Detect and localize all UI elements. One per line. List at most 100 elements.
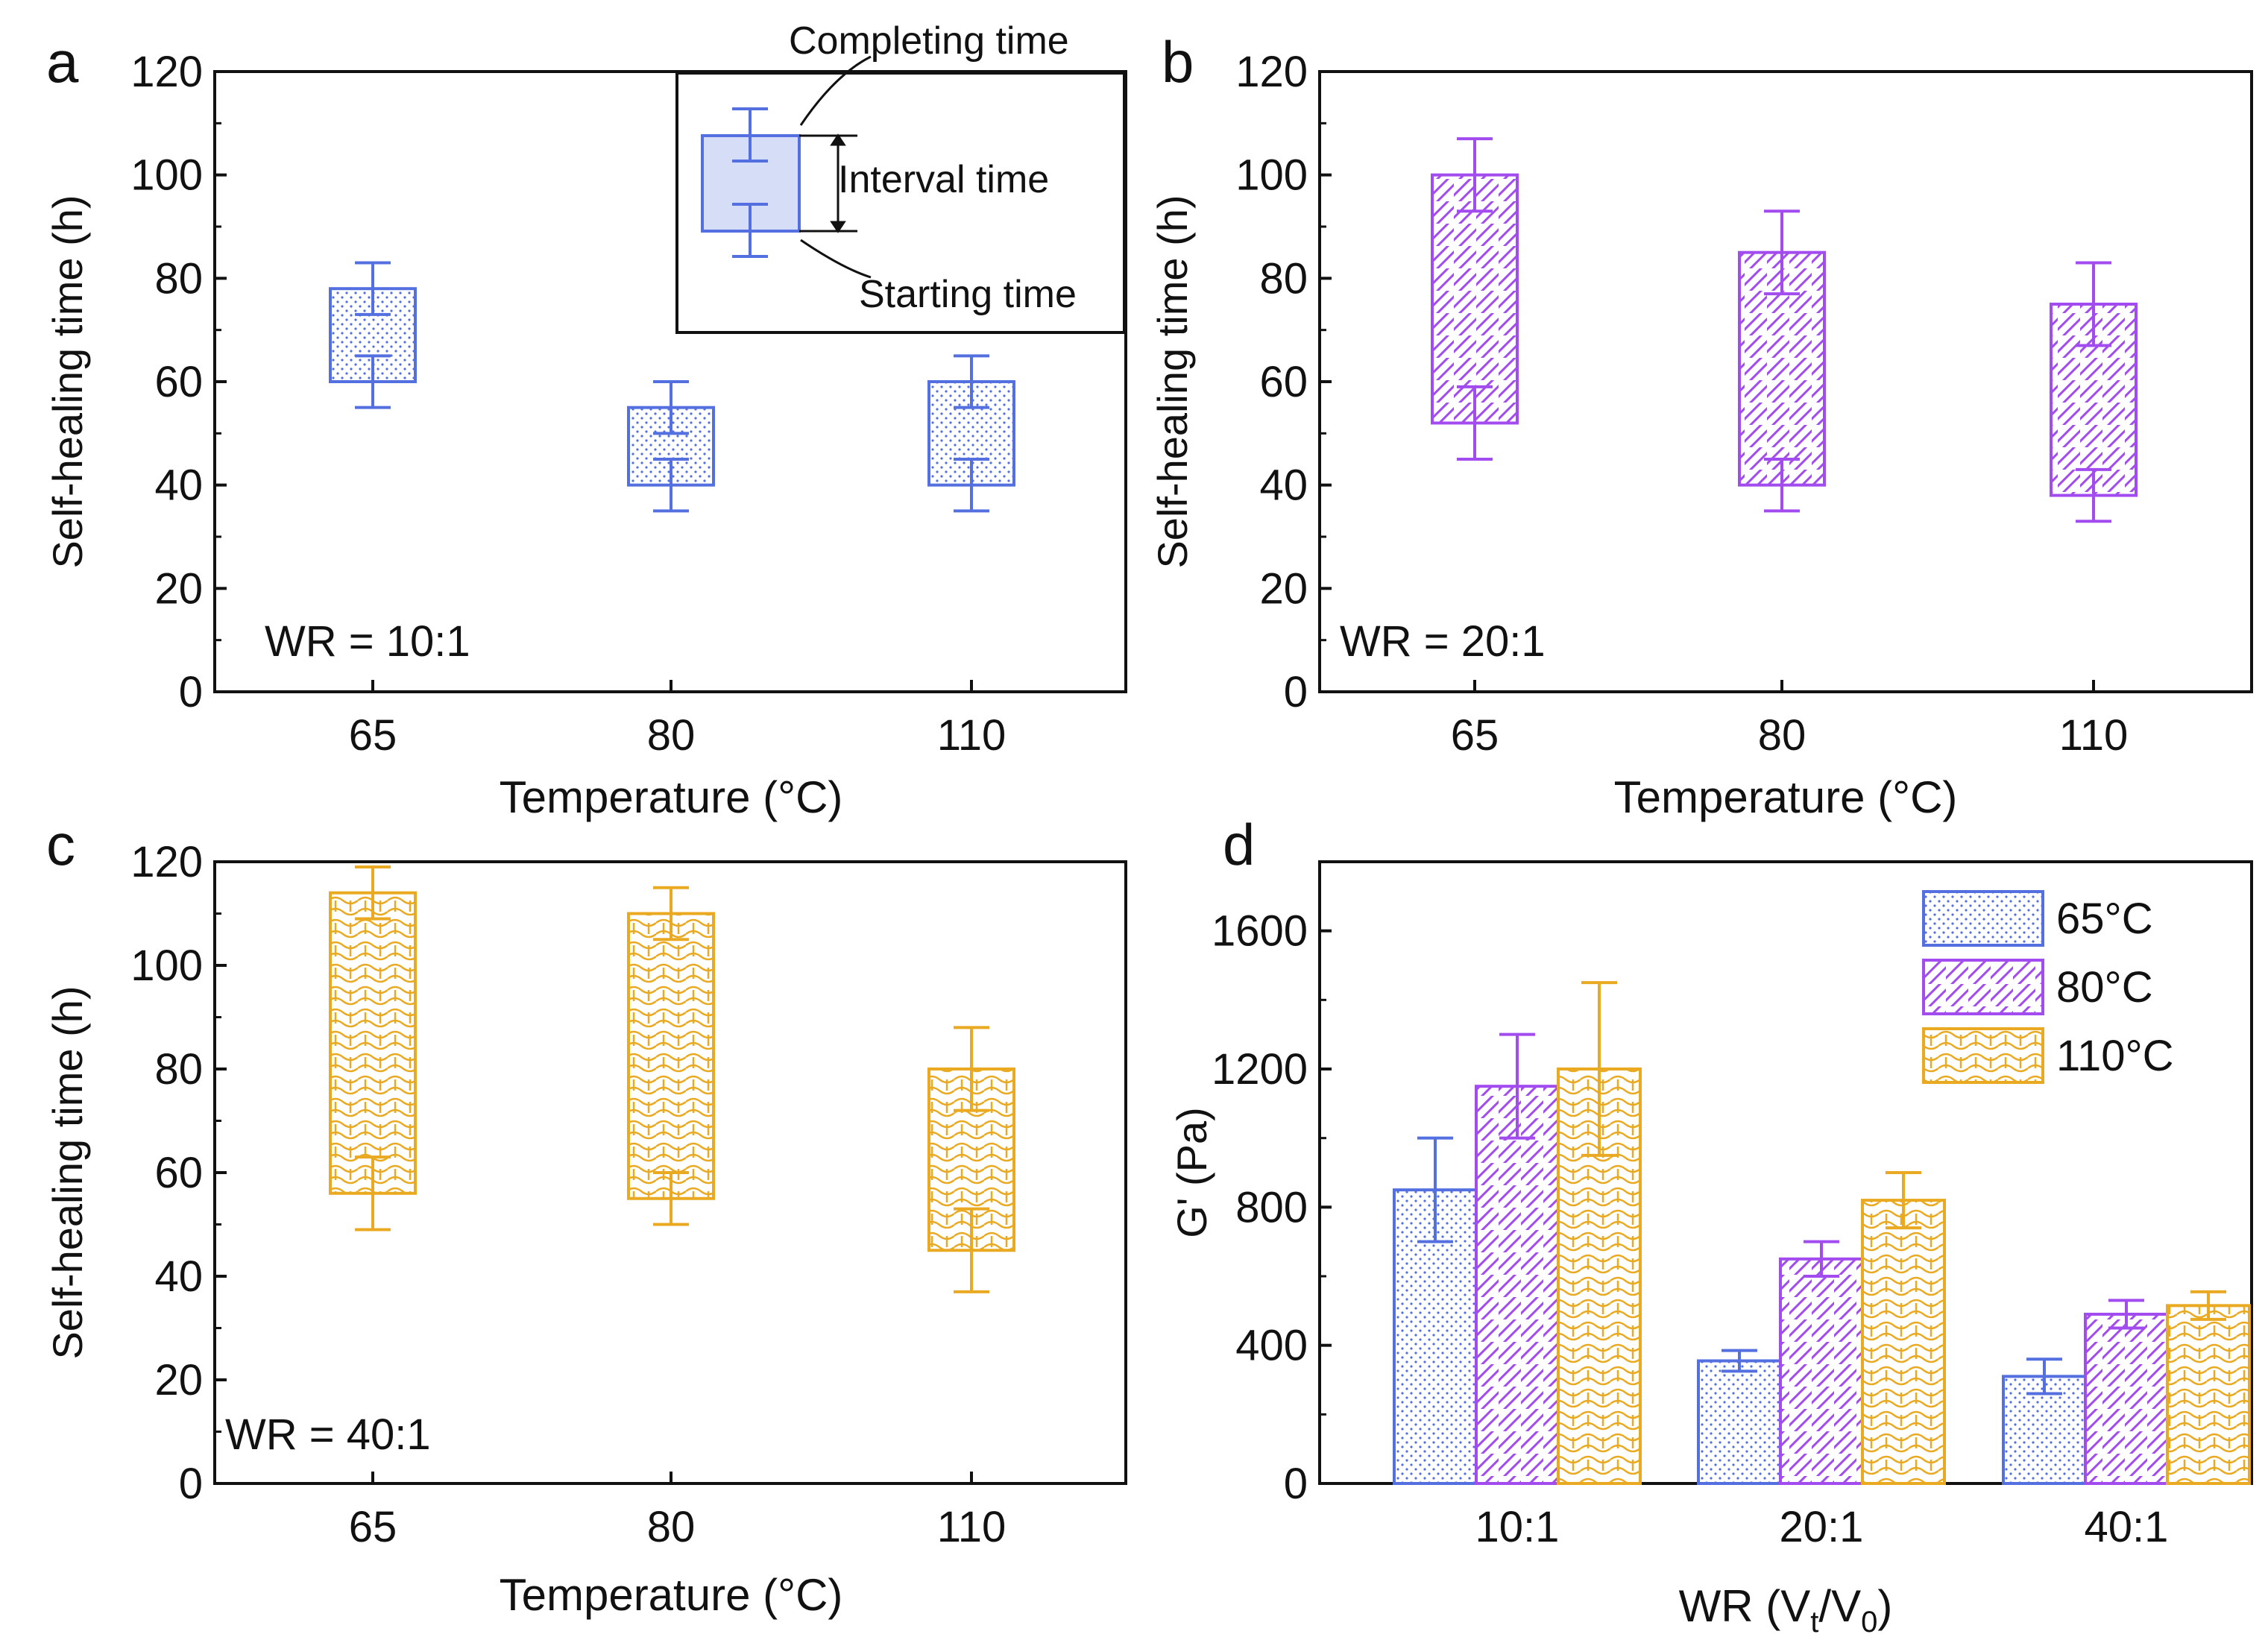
errorbar-10:1-80°C [1499,1032,1535,1140]
legend-label-80°C: 80°C [2056,963,2153,1012]
inset-legend: Completing time Interval time Starting t… [675,19,1126,334]
y-tick-label: 60 [1259,358,1308,406]
y-tick-label: 40 [154,1252,203,1301]
errorbar-start-80 [1764,458,1800,513]
x-axis-title-d-part2: /V [1818,1581,1861,1631]
x-tick-label: 110 [2059,711,2128,760]
y-tick-label: 100 [130,151,203,200]
y-tick-label: 100 [130,942,203,990]
x-tick-label: 80 [1758,711,1806,760]
errorbar-start-65 [355,1155,391,1232]
errorbar-start-80 [653,1171,689,1226]
x-axis-title-c: Temperature (°C) [500,1570,843,1620]
inset-interval-marker [799,133,857,233]
y-tick-label: 80 [1259,254,1308,303]
y-tick-label: 0 [1284,1460,1308,1508]
x-tick-label: 110 [937,1503,1006,1551]
errorbar-20:1-65°C [1722,1349,1757,1373]
bar-40:1-80°C [2084,1312,2169,1486]
x-tick-label: 65 [349,711,397,760]
y-tick-label: 20 [1259,564,1308,613]
x-axis-title-d-sub-0: 0 [1861,1606,1877,1639]
y-tick-label: 800 [1235,1183,1308,1232]
x-tick-label: 65 [1451,711,1499,760]
errorbar-complete-65 [355,261,391,316]
x-axis-title-d: WR (Vt/V0) [1679,1581,1893,1639]
errorbar-complete-65 [355,865,391,921]
y-tick-label: 0 [1284,668,1308,716]
errorbar-complete-110 [954,354,989,409]
panel-label-c: c [46,812,75,877]
y-tick-label: 100 [1235,151,1308,200]
errorbar-complete-110 [954,1026,989,1112]
inset-errorbar-start [732,203,768,258]
y-tick-label: 120 [1235,48,1308,96]
errorbar-complete-65 [1457,137,1493,213]
annotation-wr-a: WR = 10:1 [265,617,470,666]
annotation-wr-b: WR = 20:1 [1340,617,1546,666]
y-tick-label: 1200 [1212,1045,1308,1094]
errorbar-40:1-80°C [2108,1299,2144,1330]
panel-label-d: d [1223,812,1255,877]
errorbar-start-110 [954,1207,989,1293]
legend: 65°C 80°C 110°C [1922,890,2174,1084]
inset-label-interval: Interval time [838,158,1049,201]
y-tick-label: 40 [154,461,203,510]
legend-swatch-110°C [1922,1027,2044,1084]
x-tick-label: 40:1 [2085,1503,2169,1551]
inset-errorbar-complete [732,107,768,163]
box-110 [2050,303,2138,497]
box-80 [627,912,715,1200]
y-tick-label: 20 [154,564,203,613]
y-axis-title-a: Self-healing time (h) [44,195,91,568]
y-tick-label: 0 [179,1460,203,1508]
y-tick-label: 80 [154,254,203,303]
errorbar-complete-110 [2076,261,2111,347]
box-65 [329,891,417,1195]
errorbar-complete-80 [653,380,689,435]
x-tick-label: 80 [647,1503,696,1551]
x-tick-label: 20:1 [1780,1503,1864,1551]
y-tick-label: 120 [130,838,203,886]
x-axis-title-d-sub-t: t [1810,1606,1818,1639]
y-tick-label: 20 [154,1356,203,1404]
y-tick-label: 400 [1235,1322,1308,1370]
inset-label-completing: Completing time [789,19,1069,63]
panel-b: b 0 20 40 60 80 100 120 65 80 110 WR = 20:1 Tempe… [1149,29,2253,822]
y-tick-label: 0 [179,668,203,716]
errorbar-20:1-110°C [1886,1171,1921,1230]
box-65 [1431,173,1519,425]
bar-10:1-80°C [1475,1085,1560,1485]
errorbar-10:1-65°C [1417,1136,1453,1243]
y-axis-title-b: Self-healing time (h) [1149,195,1196,568]
inset-leader-lines [799,55,872,279]
x-tick-label: 10:1 [1475,1503,1560,1551]
y-tick-label: 80 [154,1045,203,1094]
y-tick-label: 60 [154,358,203,406]
x-tick-label: 65 [349,1503,397,1551]
panel-d: d 0 400 800 1200 1600 10:1 20:1 40:1 65°C 80°C 11… [1168,812,2253,1639]
errorbar-20:1-80°C [1804,1240,1839,1278]
y-tick-label: 60 [154,1149,203,1197]
legend-swatch-80°C [1922,959,2044,1015]
bar-20:1-80°C [1779,1257,1864,1486]
bar-10:1-110°C [1557,1068,1642,1485]
errorbar-complete-80 [653,886,689,942]
x-axis-title-d-part1: WR (V [1679,1581,1811,1631]
panel-a: a 0 20 40 60 80 100 120 65 80 110 WR = 10:1 Tempe… [44,19,1127,822]
errorbar-start-80 [653,458,689,513]
inset-label-starting: Starting time [859,273,1077,316]
bar-20:1-65°C [1697,1359,1782,1486]
legend-label-110°C: 110°C [2056,1032,2174,1080]
y-axis-title-d: G' (Pa) [1168,1107,1215,1238]
x-axis-title-d-part3: ) [1877,1581,1892,1631]
legend-swatch-65°C [1922,890,2044,947]
x-tick-label: 110 [937,711,1006,760]
bar-20:1-110°C [1861,1199,1946,1485]
y-tick-label: 1600 [1212,907,1308,956]
errorbar-start-65 [355,354,391,409]
panel-label-a: a [46,29,79,95]
errorbar-start-65 [1457,385,1493,461]
bar-40:1-110°C [2166,1304,2251,1485]
